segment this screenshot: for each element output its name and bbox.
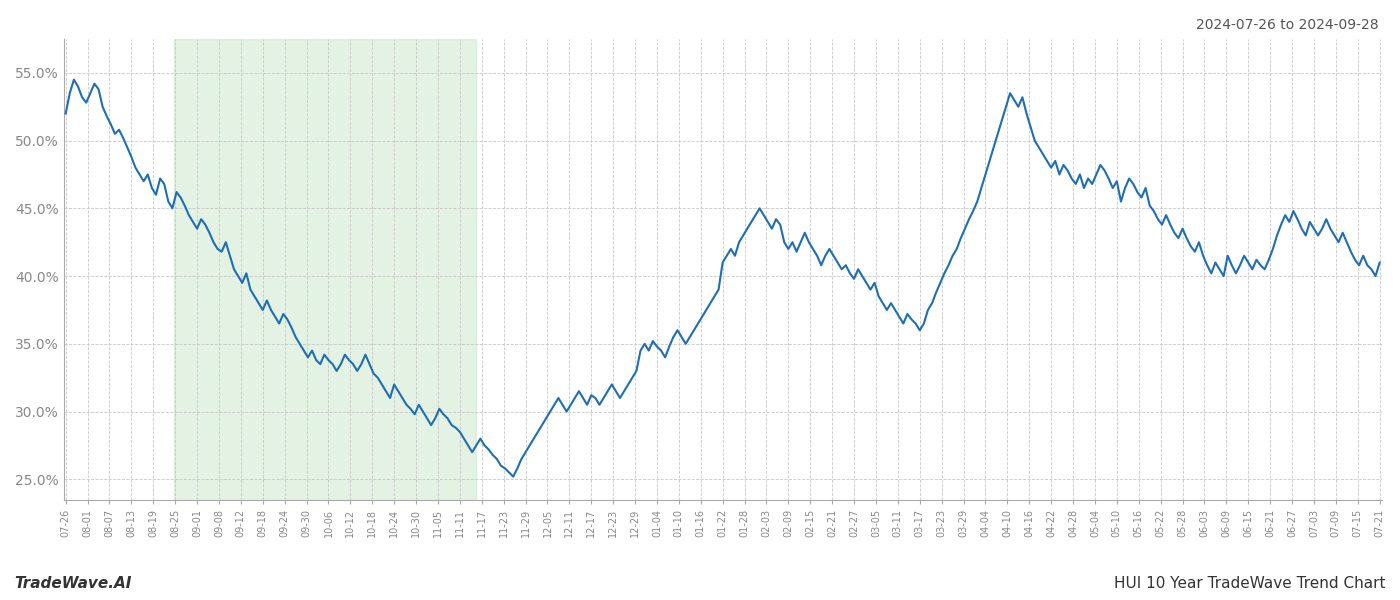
Text: 2024-07-26 to 2024-09-28: 2024-07-26 to 2024-09-28 bbox=[1197, 18, 1379, 32]
Text: TradeWave.AI: TradeWave.AI bbox=[14, 576, 132, 591]
Bar bbox=[174, 39, 476, 500]
Text: HUI 10 Year TradeWave Trend Chart: HUI 10 Year TradeWave Trend Chart bbox=[1114, 576, 1386, 591]
